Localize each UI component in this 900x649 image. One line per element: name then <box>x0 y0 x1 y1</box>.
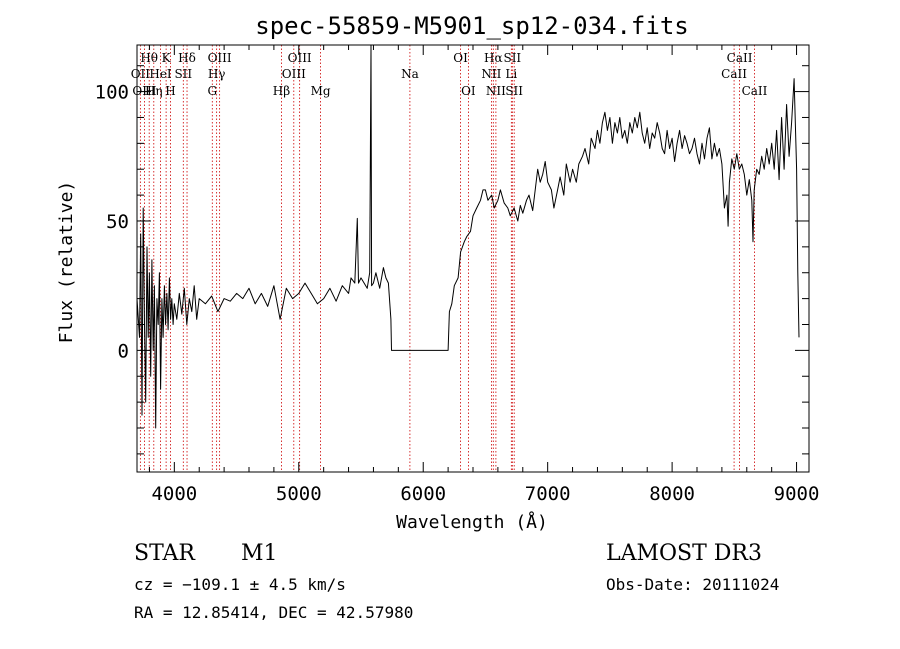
line-label-1: OII <box>131 67 151 81</box>
plot-frame <box>136 44 810 473</box>
line-label-17: OI <box>453 51 468 65</box>
spectral-line-markers <box>139 45 755 472</box>
line-label-18: OI <box>461 84 476 98</box>
line-label-5: HeI <box>149 67 172 81</box>
line-label-24: SII <box>505 84 523 98</box>
y-tick-label-50: 50 <box>106 211 129 233</box>
survey-name: LAMOST DR3 <box>606 541 762 566</box>
x-tick-label-8000: 8000 <box>649 483 695 505</box>
line-label-4: K <box>162 51 172 65</box>
spectrum-series <box>136 44 800 429</box>
line-label-14: Hβ <box>273 84 290 98</box>
line-label-10: Hγ <box>208 67 226 81</box>
axis-ticks <box>137 45 809 472</box>
line-label-15: Mg <box>311 84 331 98</box>
line-label-20: SII <box>503 51 521 65</box>
line-label-12: OIII <box>288 51 312 65</box>
line-label-6: SII <box>174 67 192 81</box>
y-tick-label-100: 100 <box>95 82 129 104</box>
object-class: STAR <box>134 541 196 566</box>
x-tick-label-5000: 5000 <box>276 483 322 505</box>
line-label-0: Hθ <box>140 51 158 65</box>
y-tick-label-0: 0 <box>118 340 129 362</box>
x-tick-label-4000: 4000 <box>151 483 197 505</box>
x-tick-label-6000: 6000 <box>400 483 446 505</box>
coordinates: RA = 12.85414, DEC = 42.57980 <box>134 603 413 622</box>
x-tick-label-7000: 7000 <box>525 483 571 505</box>
x-tick-label-9000: 9000 <box>774 483 820 505</box>
line-label-25: CaII <box>727 51 753 65</box>
line-label-13: OIII <box>282 67 306 81</box>
line-label-21: NII <box>481 67 501 81</box>
x-axis-label: Wavelength (Å) <box>396 511 548 533</box>
line-label-9: OIII <box>208 51 232 65</box>
object-subclass: M1 <box>241 541 278 566</box>
line-label-8: Hδ <box>178 51 196 65</box>
line-label-22: Li <box>505 67 517 81</box>
redshift-value: cz = −109.1 ± 4.5 km/s <box>134 575 346 594</box>
line-label-7: H <box>165 84 175 98</box>
line-label-26: CaII <box>721 67 747 81</box>
spectrum-line <box>136 44 800 429</box>
line-label-27: CaII <box>742 84 768 98</box>
observation-date: Obs-Date: 20111024 <box>606 575 779 594</box>
chart-title: spec-55859-M5901_sp12-034.fits <box>255 12 688 40</box>
line-label-3: Hη <box>145 84 163 98</box>
y-axis-label: Flux (relative) <box>56 181 77 344</box>
line-label-23: NII <box>486 84 506 98</box>
line-label-11: G <box>207 84 217 98</box>
line-label-19: Hα <box>484 51 503 65</box>
axis-tick-labels: 4000 5000 6000 7000 8000 9000 0 50 100 <box>95 82 820 505</box>
line-label-16: Na <box>401 67 419 81</box>
line-label-2: OIII <box>132 84 156 98</box>
